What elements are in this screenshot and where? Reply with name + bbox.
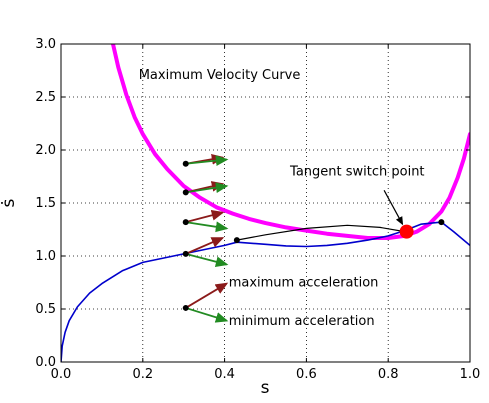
min-accel-arrow — [185, 182, 229, 194]
point-marker — [438, 219, 445, 226]
min-accel-arrow — [185, 155, 229, 167]
y-tick-label: 3.0 — [35, 37, 56, 52]
switch-point-marker — [399, 224, 414, 239]
min-accel-label: minimum acceleration — [229, 314, 375, 329]
max-velocity-curve — [110, 44, 470, 240]
trajectory-line — [61, 221, 470, 362]
point-marker — [233, 237, 240, 244]
x-tick-label: 0.0 — [51, 367, 72, 382]
point-marker — [182, 304, 189, 311]
y-tick-label: 0.5 — [35, 302, 56, 317]
max-accel-arrow — [185, 282, 229, 309]
max-accel-arrow — [185, 210, 225, 223]
annotations: Maximum Velocity Curve Tangent switch poi… — [139, 68, 425, 329]
point-marker — [182, 189, 189, 196]
max-accel-arrow — [185, 237, 225, 255]
x-tick-label: 0.8 — [378, 367, 399, 382]
y-tick-label: 2.0 — [35, 143, 56, 158]
tangent-segment-line — [236, 224, 406, 241]
point-marker — [182, 160, 189, 167]
max-accel-label: maximum acceleration — [229, 276, 379, 291]
point-marker — [182, 219, 189, 226]
min-accel-arrow — [185, 221, 229, 233]
x-tick-label: 0.6 — [296, 367, 317, 382]
switch-point-label: Tangent switch point — [289, 164, 425, 179]
y-tick-label: 1.5 — [35, 196, 56, 211]
min-accel-arrow — [185, 253, 229, 267]
ticks: 0.0 0.2 0.4 0.6 0.8 1.0 0.0 0.5 1.0 1.5 2.0 2.5 3.0 — [35, 37, 480, 382]
y-axis-label: ṡ — [0, 198, 19, 207]
min-accel-arrow — [185, 307, 229, 323]
y-tick-label: 0.0 — [35, 355, 56, 370]
x-axis-label: s — [261, 378, 270, 398]
mvc-label: Maximum Velocity Curve — [139, 68, 301, 83]
point-marker — [182, 250, 189, 257]
x-tick-label: 0.4 — [214, 367, 235, 382]
x-tick-label: 1.0 — [460, 367, 481, 382]
switch-point-pointer — [383, 189, 404, 226]
plot-area — [61, 44, 470, 362]
x-tick-label: 0.2 — [132, 367, 153, 382]
y-tick-label: 2.5 — [35, 90, 56, 105]
y-tick-label: 1.0 — [35, 249, 56, 264]
